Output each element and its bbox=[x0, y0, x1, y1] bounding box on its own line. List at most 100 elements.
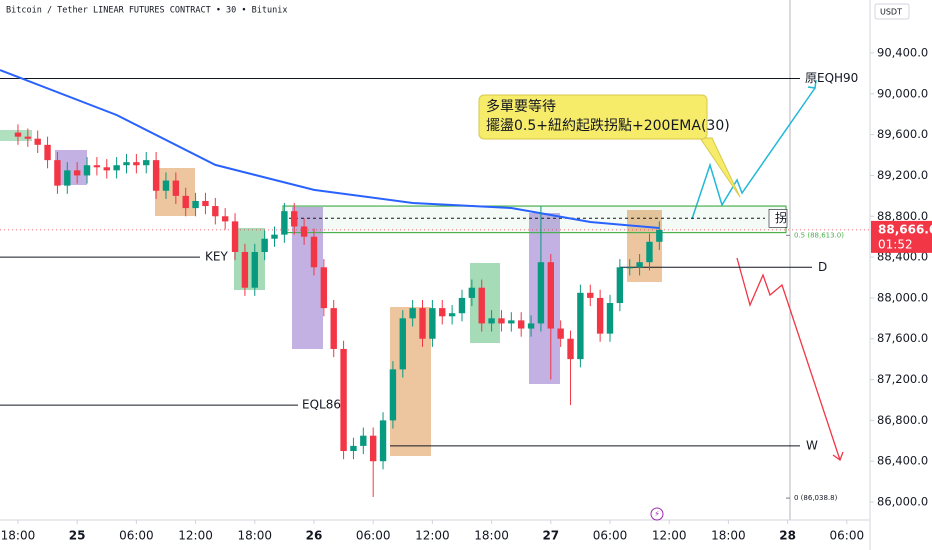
level-label: W bbox=[806, 438, 818, 452]
candle-body bbox=[310, 236, 318, 268]
candle-body bbox=[113, 165, 120, 171]
candle-body bbox=[93, 165, 101, 168]
candle-body bbox=[221, 216, 229, 222]
callout: 多單要等待 擺盪0.5+紐約起跌拐點+200EMA(30) bbox=[478, 94, 741, 198]
currency-box[interactable] bbox=[874, 3, 910, 20]
candle-body bbox=[64, 170, 71, 186]
y-tick-label: 88,800.0 bbox=[877, 209, 928, 223]
x-tick-label: 12:00 bbox=[652, 529, 687, 543]
y-tick-label: 86,000.0 bbox=[877, 495, 928, 509]
box bbox=[292, 207, 323, 349]
y-tick-label: 89,200.0 bbox=[877, 168, 928, 182]
candle-body bbox=[508, 320, 515, 324]
projection-down bbox=[736, 257, 841, 461]
candle-body bbox=[172, 180, 180, 196]
candle-body bbox=[123, 162, 130, 166]
price-axis-bg bbox=[870, 0, 932, 550]
y-tick-label: 86,400.0 bbox=[877, 454, 928, 468]
candle-body bbox=[379, 420, 387, 462]
candle-body bbox=[537, 262, 545, 324]
y-tick-label: 88,400.0 bbox=[877, 250, 928, 264]
candle-body bbox=[182, 195, 189, 209]
y-tick-label: 86,800.0 bbox=[877, 413, 928, 427]
level-label: 原EQH90 bbox=[805, 71, 858, 85]
candle-body bbox=[429, 308, 436, 339]
candle-body bbox=[636, 262, 643, 268]
candle-body bbox=[587, 292, 594, 298]
level-label: EQL86 bbox=[302, 398, 341, 412]
projection-up bbox=[691, 87, 816, 220]
candle-body bbox=[212, 206, 219, 217]
x-tick-label: 12:00 bbox=[178, 529, 213, 543]
candle-body bbox=[616, 267, 624, 304]
candle-body bbox=[468, 287, 476, 298]
plot: 原EQH90 KEY EQL86 D W 拐 0.5 (88,613.0) 0 (86,038… bbox=[0, 69, 870, 502]
candle-body bbox=[202, 200, 209, 207]
candle-body bbox=[596, 297, 604, 334]
ema-line bbox=[0, 69, 660, 229]
candle-body bbox=[162, 180, 170, 191]
price-tag-label: 88,666.6 bbox=[878, 222, 932, 236]
candle-body bbox=[448, 313, 456, 317]
candle-body bbox=[54, 160, 61, 186]
y-tick-label: 87,600.0 bbox=[877, 331, 928, 345]
candle-body bbox=[340, 348, 347, 452]
level-label-box bbox=[768, 209, 788, 228]
x-tick-label: 28 bbox=[779, 529, 796, 543]
candle-body bbox=[241, 251, 249, 288]
candle-body bbox=[133, 162, 140, 166]
x-tick-label: 06:00 bbox=[356, 529, 391, 543]
arrow-head bbox=[832, 451, 844, 462]
candle-body bbox=[369, 435, 377, 462]
event-icon[interactable] bbox=[650, 507, 664, 521]
candle-body bbox=[44, 144, 51, 161]
candle-body bbox=[152, 160, 160, 191]
x-tick-label: 06:00 bbox=[119, 529, 154, 543]
callout-pointer bbox=[699, 137, 741, 198]
level-label: D bbox=[818, 260, 827, 274]
box bbox=[529, 213, 560, 384]
candle-body bbox=[557, 328, 564, 339]
event-icon-glyph: ⚡ bbox=[654, 510, 660, 519]
callout-box bbox=[478, 94, 708, 140]
arrow-head bbox=[807, 79, 817, 89]
candle-body bbox=[24, 136, 32, 139]
chart-title: Bitcoin / Tether LINEAR FUTURES CONTRACT… bbox=[6, 6, 287, 16]
y-tick-label: 87,200.0 bbox=[877, 372, 928, 386]
candle-body bbox=[399, 318, 406, 370]
candle-body bbox=[458, 297, 466, 314]
y-tick-label: 90,000.0 bbox=[877, 86, 928, 100]
x-tick-label: 18:00 bbox=[474, 529, 509, 543]
fib-label: 0.5 (88,613.0) bbox=[794, 231, 844, 239]
candle-body bbox=[350, 445, 357, 452]
candle-body bbox=[103, 167, 110, 171]
x-tick-label: 06:00 bbox=[830, 529, 865, 543]
fib-label: 0 (86,038.8) bbox=[794, 494, 838, 502]
candle-body bbox=[300, 226, 308, 237]
candle-body bbox=[330, 308, 337, 349]
note-line: 多單要等待 bbox=[486, 98, 556, 115]
candle-body bbox=[656, 229, 663, 242]
candle-body bbox=[143, 160, 150, 166]
candle-body bbox=[231, 221, 239, 252]
x-tick-label: 06:00 bbox=[593, 529, 628, 543]
candle-body bbox=[34, 138, 41, 145]
candle-body bbox=[419, 308, 426, 339]
level-label: KEY bbox=[205, 250, 228, 264]
candle-body bbox=[626, 267, 633, 269]
candle-body bbox=[83, 165, 91, 176]
level-label: 拐 bbox=[775, 210, 787, 225]
candle-body bbox=[527, 323, 535, 329]
candle-body bbox=[409, 308, 416, 319]
candle-body bbox=[478, 287, 485, 324]
candle-body bbox=[320, 267, 328, 309]
y-tick-label: 90,400.0 bbox=[877, 45, 928, 59]
candle-body bbox=[192, 200, 199, 209]
candle-body bbox=[14, 132, 22, 137]
candle-body bbox=[488, 318, 495, 324]
boxes bbox=[0, 130, 662, 456]
x-tick-label: 18:00 bbox=[237, 529, 272, 543]
x-tick-label: 12:00 bbox=[415, 529, 450, 543]
candle-body bbox=[646, 241, 653, 263]
